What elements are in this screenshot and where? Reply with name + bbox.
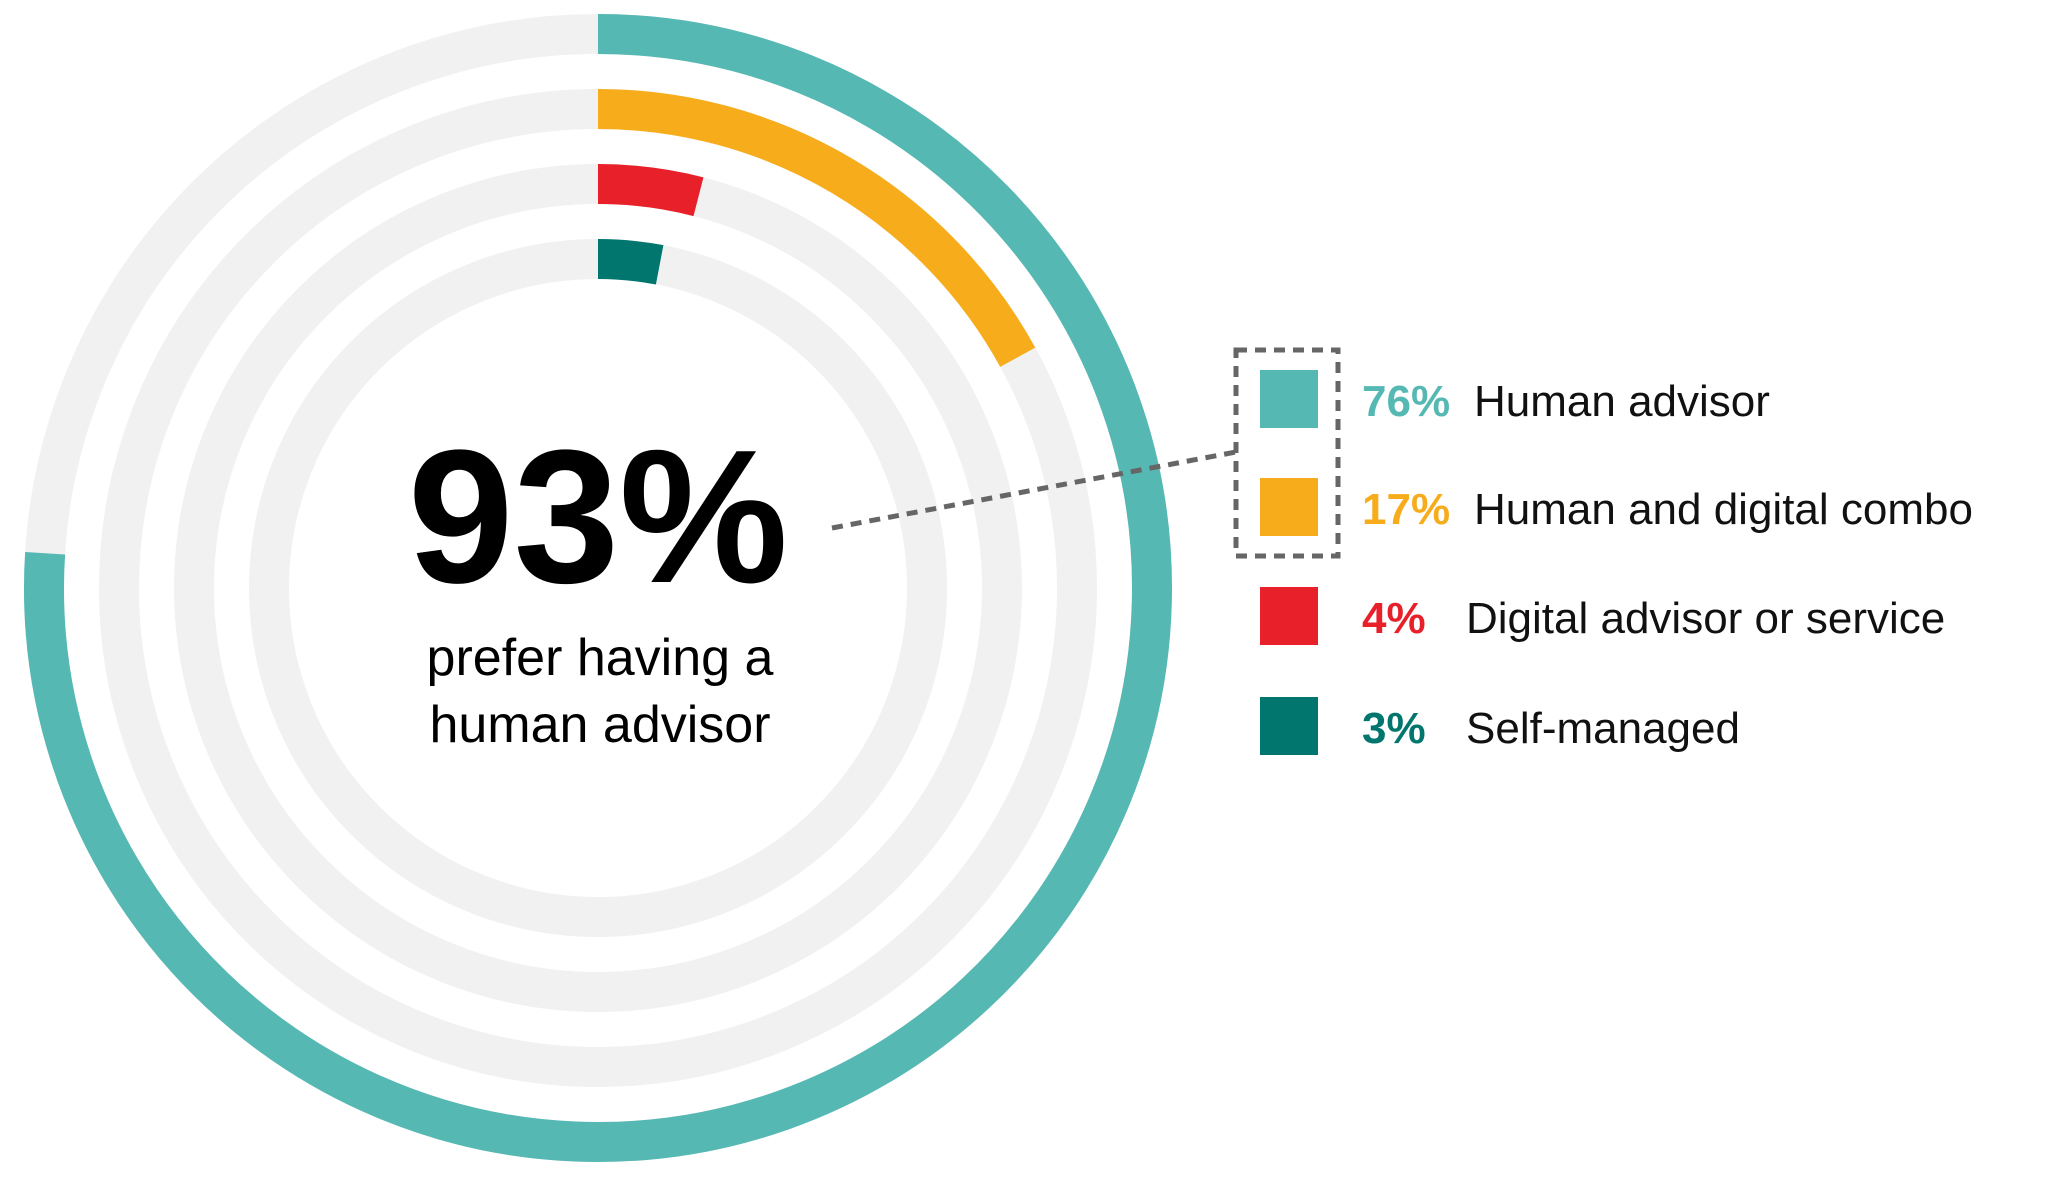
center-value: 93% — [408, 411, 788, 623]
legend-value-human-advisor: 76% — [1362, 377, 1450, 426]
legend-item-digital-advisor-or-service: 4% Digital advisor or service — [1260, 587, 1945, 645]
legend-label-self-managed: Self-managed — [1466, 704, 1740, 753]
ring-bar-self-managed — [597, 239, 664, 285]
center-caption-line-2: human advisor — [429, 696, 770, 754]
callout-connector-line — [831, 449, 1237, 531]
legend-label-human-and-digital-combo: Human and digital combo — [1474, 485, 1973, 534]
legend-swatch-digital-advisor-or-service — [1260, 587, 1318, 645]
legend-value-digital-advisor-or-service: 4% — [1362, 594, 1426, 643]
center-caption-line-1: prefer having a — [427, 629, 774, 687]
legend-swatch-self-managed — [1260, 697, 1318, 755]
legend-item-human-and-digital-combo: 17% Human and digital combo — [1260, 478, 1973, 536]
ring-bars — [24, 14, 1172, 1162]
legend-item-self-managed: 3% Self-managed — [1260, 697, 1740, 755]
ring-bar-human-advisor — [24, 14, 1172, 1162]
ring-bar-human-and-digital-combo — [597, 89, 1036, 367]
legend-swatch-human-and-digital-combo — [1260, 478, 1318, 536]
legend-value-self-managed: 3% — [1362, 704, 1426, 753]
callout-highlight-box — [1233, 347, 1341, 559]
legend-item-human-advisor: 76% Human advisor — [1260, 370, 1770, 428]
legend-swatch-human-advisor — [1260, 370, 1318, 428]
legend-label-human-advisor: Human advisor — [1474, 377, 1770, 426]
legend-value-human-and-digital-combo: 17% — [1362, 485, 1450, 534]
legend: 76% Human advisor 17% Human and digital com… — [1260, 370, 1973, 755]
legend-label-digital-advisor-or-service: Digital advisor or service — [1466, 594, 1945, 643]
ring-bar-digital-advisor-or-service — [597, 164, 704, 217]
